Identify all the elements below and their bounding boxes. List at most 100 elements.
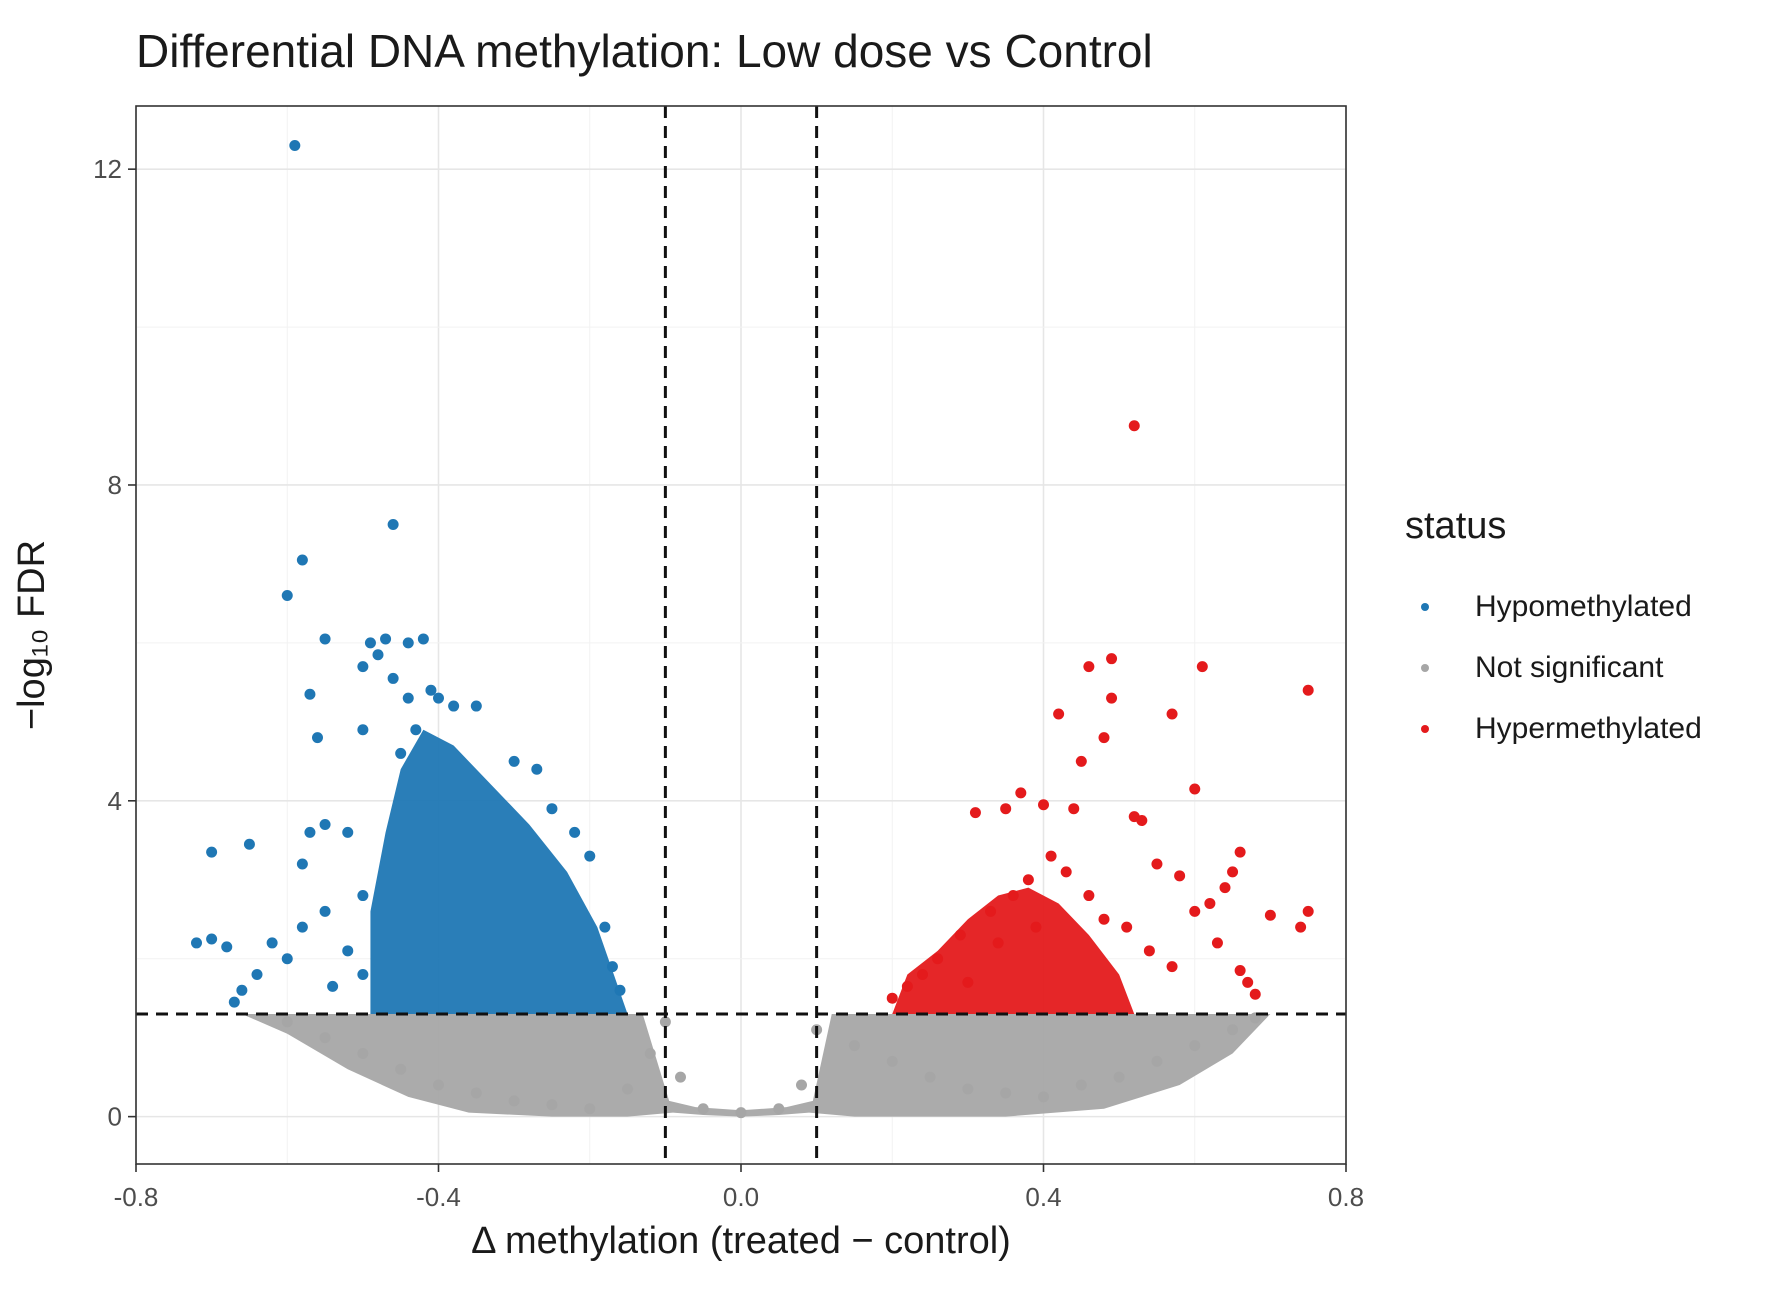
legend-dot-icon <box>1421 602 1429 611</box>
data-point-hypermethylated <box>1068 803 1080 815</box>
data-point-not-significant <box>659 1016 671 1028</box>
data-point-not-significant <box>1038 1091 1049 1103</box>
data-point-hypermethylated <box>1098 913 1110 925</box>
data-point-hypermethylated <box>1030 921 1042 933</box>
data-point-hypomethylated <box>425 684 437 696</box>
data-point-hypermethylated <box>962 976 974 988</box>
data-point-not-significant <box>433 1079 444 1091</box>
x-tick-label: 0.4 <box>1025 1182 1061 1212</box>
data-point-not-significant <box>773 1103 785 1115</box>
data-point-not-significant <box>622 1083 634 1095</box>
data-point-hypermethylated <box>1106 653 1118 665</box>
data-point-hypomethylated <box>319 818 331 830</box>
data-point-hypomethylated <box>357 890 369 902</box>
data-point-hypermethylated <box>1196 661 1208 673</box>
data-point-hypomethylated <box>304 688 316 700</box>
data-point-hypomethylated <box>296 858 308 870</box>
legend-label: Not significant <box>1475 650 1664 684</box>
x-tick-label: -0.8 <box>114 1182 159 1212</box>
data-point-not-significant <box>1151 1055 1163 1067</box>
data-point-not-significant <box>962 1083 974 1095</box>
data-point-hypermethylated <box>1106 692 1118 704</box>
data-point-hypermethylated <box>1007 890 1019 902</box>
data-point-hypermethylated <box>1264 909 1276 921</box>
data-point-hypomethylated <box>327 980 339 992</box>
data-point-not-significant <box>924 1071 936 1083</box>
data-point-hypomethylated <box>319 633 331 645</box>
data-point-hypomethylated <box>410 724 422 736</box>
x-tick-label: 0.8 <box>1328 1182 1364 1212</box>
data-point-hypomethylated <box>319 905 331 917</box>
data-point-not-significant <box>1227 1024 1239 1036</box>
data-point-hypomethylated <box>289 139 301 151</box>
legend-label: Hypomethylated <box>1475 589 1692 623</box>
data-point-hypermethylated <box>1166 961 1178 973</box>
data-point-hypermethylated <box>1302 684 1314 696</box>
data-point-not-significant <box>508 1095 520 1107</box>
data-point-hypermethylated <box>1083 890 1095 902</box>
data-point-hypermethylated <box>1015 787 1027 799</box>
data-point-hypermethylated <box>969 807 981 819</box>
data-point-not-significant <box>470 1087 482 1099</box>
not-significant-cloud <box>241 1013 1271 1117</box>
legend-item-hypermethylated: Hypermethylated <box>1405 698 1702 759</box>
data-point-not-significant <box>1189 1040 1201 1052</box>
data-point-hypomethylated <box>395 747 407 759</box>
data-point-hypomethylated <box>387 672 399 684</box>
data-point-not-significant <box>697 1103 709 1115</box>
data-point-not-significant <box>395 1063 407 1075</box>
data-point-hypermethylated <box>1211 937 1223 949</box>
data-point-hypermethylated <box>1295 921 1307 933</box>
data-points <box>191 139 1314 1119</box>
legend-dot-icon <box>1421 724 1429 733</box>
legend: status Hypomethylated Not significant Hy… <box>1405 505 1702 759</box>
data-point-hypermethylated <box>1249 988 1261 1000</box>
data-point-hypomethylated <box>614 984 626 996</box>
legend-dot-icon <box>1421 663 1429 672</box>
data-point-hypermethylated <box>1000 803 1012 815</box>
hypermethylated-cloud <box>892 887 1135 1014</box>
data-point-hypomethylated <box>584 850 596 862</box>
legend-key <box>1405 709 1445 749</box>
data-point-hypomethylated <box>380 633 392 645</box>
data-point-hypermethylated <box>1227 866 1239 878</box>
data-point-hypomethylated <box>312 732 323 744</box>
threshold-lines <box>136 106 1346 1164</box>
y-tick-label: 4 <box>108 786 122 816</box>
data-point-not-significant <box>546 1099 558 1111</box>
data-point-hypomethylated <box>206 846 218 858</box>
data-point-hypomethylated <box>243 838 255 850</box>
data-point-hypermethylated <box>1083 661 1095 673</box>
data-point-hypomethylated <box>433 692 444 704</box>
data-point-hypermethylated <box>1174 870 1186 882</box>
y-tick-label: 12 <box>93 154 122 184</box>
data-point-hypermethylated <box>1053 708 1065 720</box>
data-point-hypomethylated <box>296 554 308 566</box>
data-point-hypomethylated <box>357 969 369 981</box>
legend-key <box>1405 587 1445 627</box>
data-point-not-significant <box>796 1079 807 1091</box>
data-point-hypermethylated <box>1234 846 1246 858</box>
data-point-hypomethylated <box>228 996 240 1008</box>
data-point-hypermethylated <box>901 980 913 992</box>
data-point-hypermethylated <box>1022 874 1034 886</box>
data-point-not-significant <box>644 1047 656 1059</box>
data-point-hypermethylated <box>1128 420 1140 432</box>
data-point-not-significant <box>281 1016 293 1028</box>
x-tick-label: 0.0 <box>723 1182 759 1212</box>
data-point-not-significant <box>848 1040 860 1052</box>
data-point-not-significant <box>357 1047 369 1059</box>
data-point-hypermethylated <box>1045 850 1057 862</box>
data-point-hypermethylated <box>1234 965 1246 977</box>
data-point-not-significant <box>584 1103 596 1115</box>
legend-label: Hypermethylated <box>1475 711 1702 745</box>
data-point-hypermethylated <box>1098 732 1110 744</box>
data-point-hypermethylated <box>992 937 1004 949</box>
data-point-hypermethylated <box>1189 783 1201 795</box>
y-tick-label: 8 <box>108 470 122 500</box>
data-point-hypomethylated <box>357 661 369 673</box>
data-point-hypomethylated <box>448 700 460 712</box>
data-point-not-significant <box>886 1055 898 1067</box>
legend-key <box>1405 648 1445 688</box>
point-density-layer <box>241 729 1271 1117</box>
